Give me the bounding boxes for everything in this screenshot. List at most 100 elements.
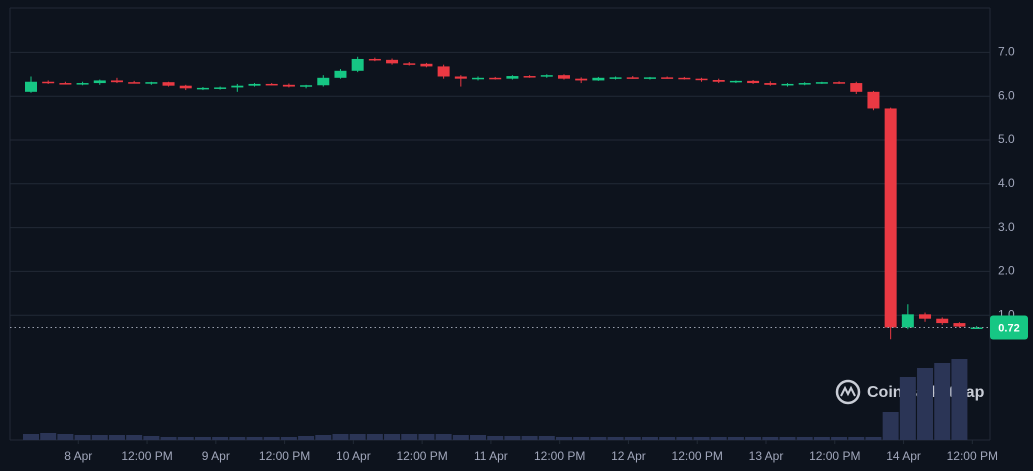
candle-body bbox=[936, 318, 949, 324]
x-tick-label: 10 Apr bbox=[336, 449, 371, 463]
candle-body bbox=[815, 82, 828, 84]
x-tick-label: 9 Apr bbox=[202, 449, 230, 463]
candle-body bbox=[712, 79, 725, 82]
candle-body bbox=[282, 84, 295, 87]
volume-bar bbox=[538, 436, 555, 440]
candle-body bbox=[953, 323, 966, 327]
x-tick-label: 8 Apr bbox=[64, 449, 92, 463]
y-tick-label: 7.0 bbox=[998, 45, 1015, 59]
candle-body bbox=[970, 327, 983, 329]
x-tick-label: 13 Apr bbox=[749, 449, 784, 463]
x-tick-label: 12 Apr bbox=[611, 449, 646, 463]
volume-bar bbox=[573, 437, 590, 440]
volume-bar bbox=[779, 437, 796, 440]
x-tick-label: 14 Apr bbox=[886, 449, 921, 463]
candle-body bbox=[901, 314, 914, 328]
volume-bar bbox=[607, 437, 624, 440]
candle-body bbox=[592, 77, 605, 81]
candle-body bbox=[334, 70, 347, 78]
y-tick-label: 6.0 bbox=[998, 88, 1015, 102]
volume-bar bbox=[951, 359, 968, 440]
volume-bar bbox=[40, 433, 57, 440]
volume-bar bbox=[934, 363, 951, 440]
candle-body bbox=[695, 78, 708, 81]
volume-bar bbox=[177, 437, 194, 440]
volume-bar bbox=[349, 434, 366, 440]
volume-bar bbox=[470, 435, 487, 440]
volume-bar bbox=[917, 368, 934, 440]
volume-bar bbox=[246, 437, 263, 440]
volume-bar bbox=[366, 434, 383, 440]
volume-bar bbox=[676, 437, 693, 440]
volume-bar bbox=[160, 437, 177, 440]
volume-bar bbox=[418, 434, 435, 440]
candle-body bbox=[420, 63, 433, 67]
candle-body bbox=[472, 77, 485, 80]
volume-bar bbox=[74, 435, 91, 440]
candle-body bbox=[145, 82, 158, 84]
candle-body bbox=[884, 108, 897, 328]
candle-body bbox=[214, 87, 227, 89]
volume-bar bbox=[624, 437, 641, 440]
volume-bar bbox=[143, 436, 160, 440]
y-tick-label: 5.0 bbox=[998, 132, 1015, 146]
candle-body bbox=[42, 81, 55, 84]
candle-body bbox=[489, 77, 502, 80]
candle-body bbox=[386, 59, 399, 64]
volume-bar bbox=[882, 412, 899, 440]
y-tick-label: 4.0 bbox=[998, 176, 1015, 190]
candle-body bbox=[506, 76, 519, 79]
candle-body bbox=[300, 85, 313, 87]
volume-bar bbox=[487, 436, 504, 440]
candle-body bbox=[196, 87, 209, 90]
volume-bar bbox=[659, 437, 676, 440]
volume-bar bbox=[435, 434, 452, 440]
candle-body bbox=[850, 83, 863, 92]
volume-bar bbox=[641, 437, 658, 440]
candle-body bbox=[25, 81, 37, 92]
x-tick-label: 12:00 PM bbox=[396, 449, 447, 463]
volume-bar bbox=[108, 435, 125, 440]
last-price-badge bbox=[990, 315, 1028, 340]
volume-bar bbox=[813, 437, 830, 440]
volume-bar bbox=[91, 435, 108, 440]
volume-bar bbox=[452, 435, 469, 440]
candle-body bbox=[626, 77, 639, 79]
candle-body bbox=[643, 77, 656, 79]
candle-body bbox=[179, 85, 192, 89]
candle-body bbox=[110, 80, 123, 83]
candle-body bbox=[265, 83, 278, 86]
volume-bar bbox=[899, 377, 916, 440]
candle-body bbox=[919, 314, 932, 319]
candle-body bbox=[575, 78, 588, 81]
candle-body bbox=[368, 58, 381, 61]
volume-bar bbox=[194, 437, 211, 440]
volume-bar bbox=[229, 437, 246, 440]
candle-body bbox=[867, 91, 880, 109]
candle-body bbox=[833, 82, 846, 84]
volume-bar bbox=[263, 437, 280, 440]
volume-bar bbox=[298, 436, 315, 440]
candle-body bbox=[454, 76, 467, 79]
candle-body bbox=[59, 83, 72, 85]
volume-bar bbox=[796, 437, 813, 440]
candle-body bbox=[523, 76, 536, 78]
volume-bar bbox=[590, 437, 607, 440]
candle-body bbox=[437, 66, 450, 77]
volume-bar bbox=[521, 436, 538, 440]
y-tick-label: 3.0 bbox=[998, 220, 1015, 234]
candle-body bbox=[93, 80, 106, 84]
candle-body bbox=[403, 63, 416, 65]
candle-body bbox=[540, 75, 553, 77]
candle-body bbox=[162, 82, 175, 86]
candle-body bbox=[798, 83, 811, 85]
volume-bar bbox=[332, 434, 349, 440]
volume-bar bbox=[727, 437, 744, 440]
watermark-logo bbox=[835, 379, 861, 405]
volume-bar bbox=[280, 437, 297, 440]
last-price-label: 0.72 bbox=[998, 322, 1019, 334]
candle-body bbox=[747, 80, 760, 84]
x-tick-label: 12:00 PM bbox=[534, 449, 585, 463]
